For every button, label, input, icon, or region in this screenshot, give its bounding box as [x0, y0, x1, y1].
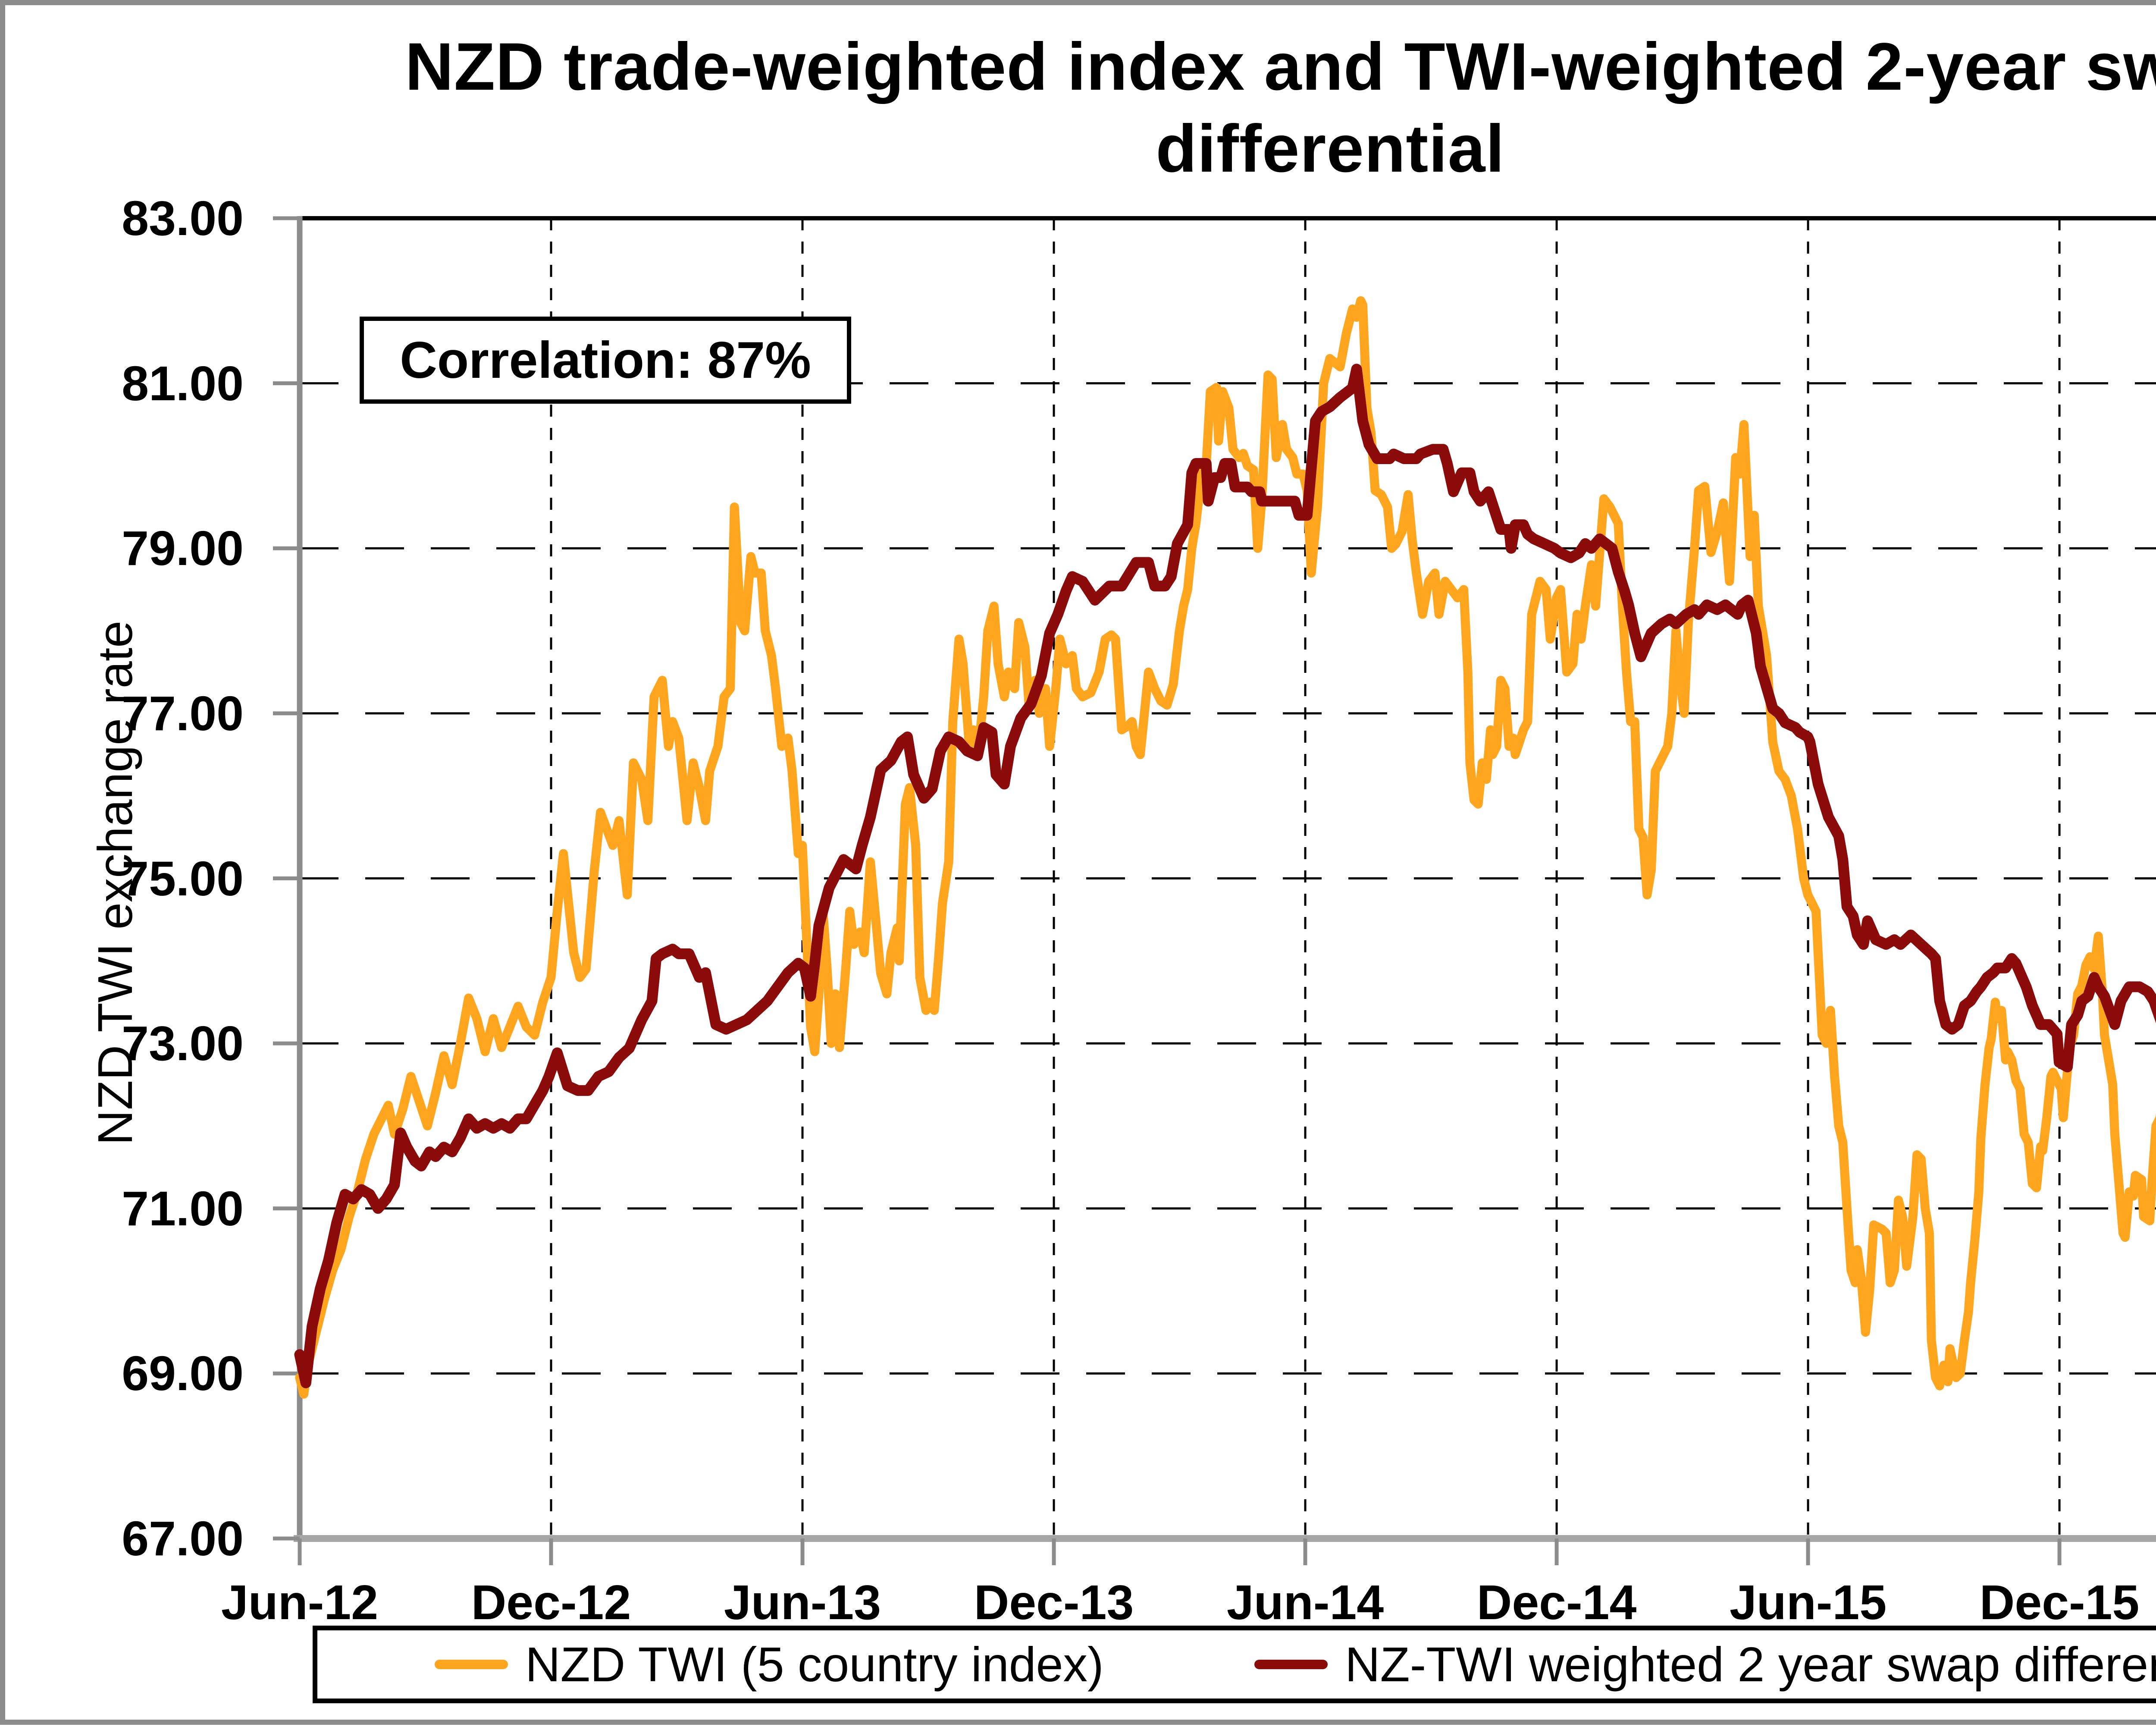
left-tick-label-83.00: 83.00 — [122, 191, 244, 245]
x-tick-label-Dec-13: Dec-13 — [974, 1575, 1134, 1630]
legend-marker-nzd-twi — [435, 1660, 508, 1669]
left-tick-label-81.00: 81.00 — [122, 356, 244, 411]
x-tick-label-Jun-12: Jun-12 — [221, 1575, 379, 1630]
left-tick-label-73.00: 73.00 — [122, 1016, 244, 1071]
legend-label-swap-differential: NZ-TWI weighted 2 year swap differential — [1345, 1637, 2156, 1692]
series-line-nzd-twi — [295, 296, 2156, 1399]
left-tick-label-77.00: 77.00 — [122, 686, 244, 741]
x-tick-label-Dec-12: Dec-12 — [471, 1575, 631, 1630]
left-tick-label-71.00: 71.00 — [122, 1181, 244, 1236]
left-tick-label-75.00: 75.00 — [122, 851, 244, 906]
left-tick-label-79.00: 79.00 — [122, 521, 244, 576]
left-tick-label-69.00: 69.00 — [122, 1346, 244, 1401]
left-tick-label-67.00: 67.00 — [122, 1511, 244, 1566]
correlation-label: Correlation: 87% — [400, 331, 811, 389]
series-line-swap-differential — [294, 364, 2156, 1388]
x-tick-label-Jun-14: Jun-14 — [1226, 1575, 1384, 1630]
legend-label-nzd-twi: NZD TWI (5 country index) — [525, 1637, 1104, 1692]
x-tick-label-Dec-14: Dec-14 — [1476, 1575, 1637, 1630]
x-tick-label-Jun-13: Jun-13 — [724, 1575, 881, 1630]
legend: NZD TWI (5 country index) NZ-TWI weighte… — [313, 1626, 2156, 1703]
chart-title: NZD trade-weighted index and TWI-weighte… — [405, 29, 2156, 187]
x-tick-label-Jun-15: Jun-15 — [1729, 1575, 1887, 1630]
x-tick-label-Dec-15: Dec-15 — [1979, 1575, 2140, 1630]
correlation-box: Correlation: 87% — [360, 317, 851, 404]
legend-marker-swap-differential — [1254, 1660, 1328, 1669]
chart-plot — [273, 216, 2156, 1565]
